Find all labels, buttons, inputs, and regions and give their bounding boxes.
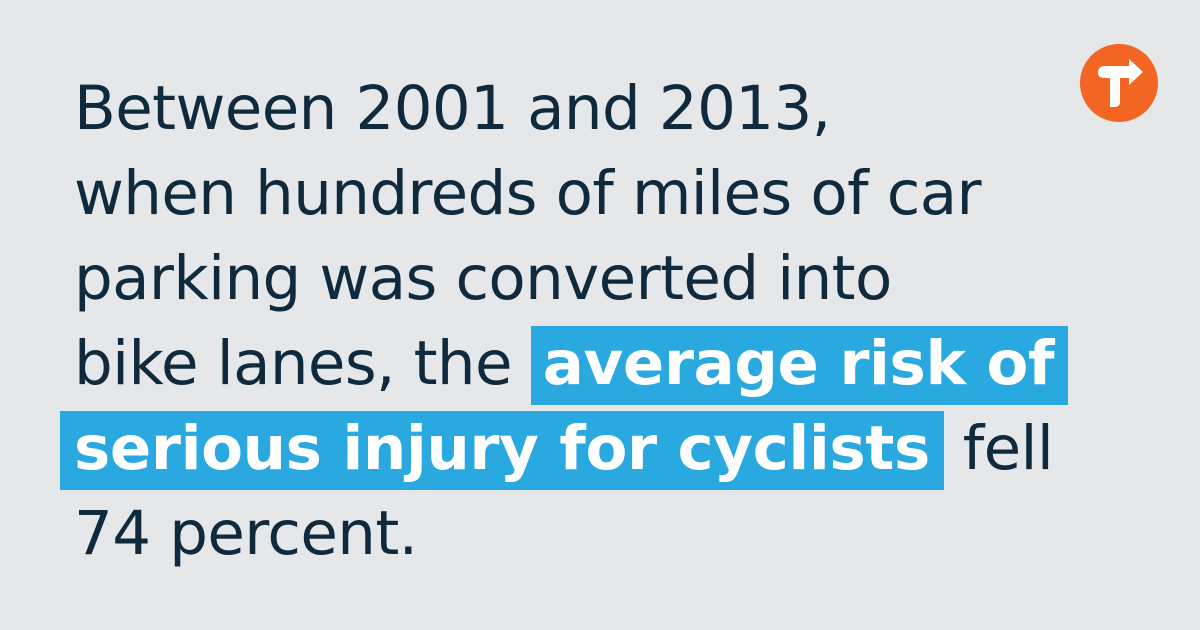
quote-line-2: when hundreds of miles of car bbox=[74, 158, 982, 229]
quote-line-5: serious injury for cyclists fell bbox=[60, 406, 1134, 491]
quote-line-4-text: bike lanes, the bbox=[74, 328, 513, 399]
highlight-phrase-2: serious injury for cyclists bbox=[60, 411, 944, 490]
quote-text: Between 2001 and 2013, when hundreds of … bbox=[60, 66, 1134, 576]
quote-line-6: 74 percent. bbox=[74, 498, 418, 569]
t-arrow-logo-icon bbox=[1098, 59, 1143, 107]
quote-line-3: parking was converted into bbox=[74, 243, 892, 314]
highlight-phrase-1: average risk of bbox=[530, 326, 1069, 405]
quote-line-5-text: fell bbox=[962, 413, 1054, 484]
quote-line-1: Between 2001 and 2013, bbox=[74, 73, 831, 144]
brand-logo bbox=[1080, 44, 1158, 122]
quote-line-4: bike lanes, the average risk of bbox=[74, 321, 1134, 406]
